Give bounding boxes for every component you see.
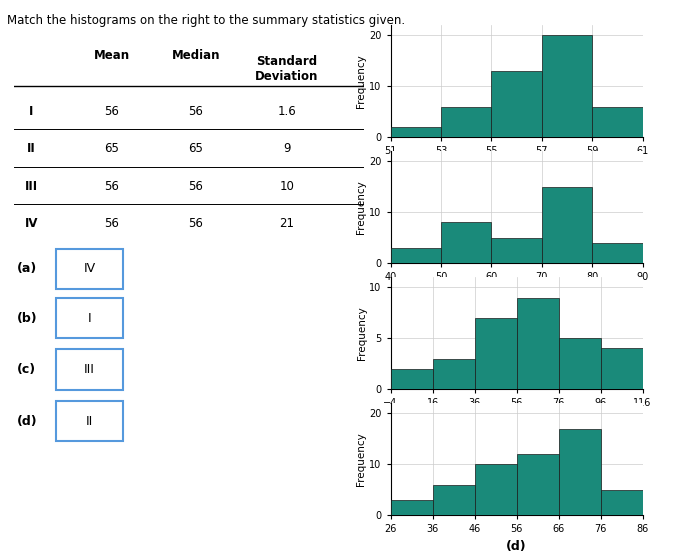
Text: 65: 65 bbox=[104, 142, 120, 156]
Bar bbox=[441, 222, 491, 263]
Bar bbox=[491, 238, 542, 263]
Bar bbox=[391, 500, 433, 515]
Bar bbox=[601, 348, 643, 389]
Text: 56: 56 bbox=[188, 180, 204, 193]
Y-axis label: Frequency: Frequency bbox=[356, 54, 366, 108]
Bar bbox=[391, 369, 433, 389]
Text: 56: 56 bbox=[188, 105, 204, 118]
Y-axis label: Frequency: Frequency bbox=[356, 432, 366, 486]
Bar bbox=[441, 106, 491, 137]
Text: 65: 65 bbox=[188, 142, 204, 156]
Text: III: III bbox=[25, 180, 38, 193]
Bar bbox=[433, 484, 475, 515]
FancyBboxPatch shape bbox=[55, 298, 123, 338]
Bar bbox=[542, 187, 592, 263]
Text: 21: 21 bbox=[279, 217, 295, 230]
Text: (b): (b) bbox=[17, 311, 38, 325]
Bar bbox=[475, 464, 517, 515]
Text: (d): (d) bbox=[17, 414, 38, 428]
FancyBboxPatch shape bbox=[55, 249, 123, 289]
Text: 1.6: 1.6 bbox=[278, 105, 296, 118]
FancyBboxPatch shape bbox=[55, 401, 123, 441]
Text: II: II bbox=[86, 414, 93, 428]
Bar bbox=[433, 358, 475, 389]
Text: I: I bbox=[29, 105, 34, 118]
Bar bbox=[517, 454, 559, 515]
Text: Median: Median bbox=[172, 49, 220, 62]
Text: 10: 10 bbox=[279, 180, 295, 193]
Text: II: II bbox=[27, 142, 36, 156]
Bar bbox=[517, 297, 559, 389]
Text: 56: 56 bbox=[104, 180, 120, 193]
Text: IV: IV bbox=[83, 262, 95, 276]
Bar bbox=[491, 71, 542, 137]
Bar bbox=[601, 490, 643, 515]
Text: 56: 56 bbox=[104, 217, 120, 230]
Text: (c): (c) bbox=[17, 363, 36, 376]
Text: Mean: Mean bbox=[94, 49, 130, 62]
X-axis label: (a): (a) bbox=[507, 162, 526, 175]
Text: 9: 9 bbox=[284, 142, 290, 156]
Bar bbox=[559, 428, 601, 515]
Text: 56: 56 bbox=[104, 105, 120, 118]
Y-axis label: Frequency: Frequency bbox=[356, 180, 366, 234]
FancyBboxPatch shape bbox=[55, 349, 123, 390]
Bar bbox=[391, 127, 441, 137]
Text: Match the histograms on the right to the summary statistics given.: Match the histograms on the right to the… bbox=[7, 14, 405, 27]
Bar bbox=[592, 243, 643, 263]
Y-axis label: Frequency: Frequency bbox=[356, 306, 367, 360]
Text: (a): (a) bbox=[17, 262, 37, 276]
Bar bbox=[559, 338, 601, 389]
Text: III: III bbox=[84, 363, 95, 376]
Text: IV: IV bbox=[25, 217, 38, 230]
X-axis label: (b): (b) bbox=[506, 288, 527, 301]
Bar bbox=[475, 318, 517, 389]
Text: Standard
Deviation: Standard Deviation bbox=[256, 55, 318, 83]
X-axis label: (d): (d) bbox=[506, 540, 527, 553]
X-axis label: (c): (c) bbox=[507, 414, 526, 427]
Bar bbox=[391, 248, 441, 263]
Bar bbox=[592, 106, 643, 137]
Text: I: I bbox=[88, 311, 91, 325]
Bar bbox=[542, 35, 592, 137]
Text: 56: 56 bbox=[188, 217, 204, 230]
